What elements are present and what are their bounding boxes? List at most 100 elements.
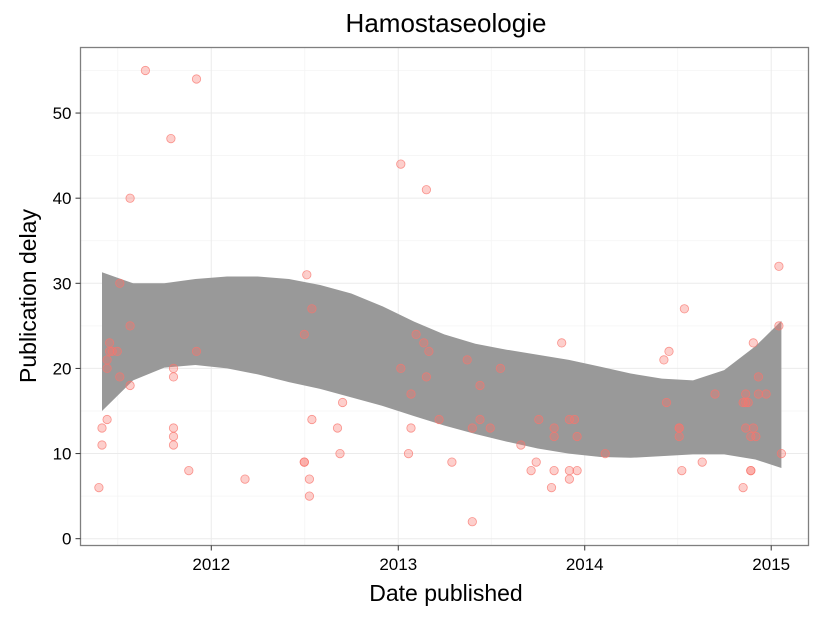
- data-point: [403, 448, 414, 459]
- data-point: [191, 346, 202, 356]
- data-point: [396, 363, 406, 373]
- data-point: [125, 321, 135, 331]
- data-point: [421, 372, 431, 382]
- data-point: [774, 321, 784, 331]
- data-point: [600, 448, 610, 459]
- x-axis-title: Date published: [369, 580, 522, 606]
- data-point: [475, 380, 485, 391]
- data-point: [304, 474, 314, 484]
- confidence-band: [102, 272, 782, 468]
- data-point: [105, 338, 115, 348]
- y-axis-ticks: 0 10 20 30 40 50: [53, 104, 81, 549]
- data-point: [102, 414, 112, 425]
- data-point: [485, 423, 495, 433]
- data-point: [526, 465, 536, 476]
- data-point: [115, 278, 125, 288]
- y-tick-label: 30: [53, 274, 72, 293]
- y-tick-label: 20: [53, 359, 72, 378]
- data-point: [140, 65, 150, 76]
- data-point: [679, 304, 690, 314]
- x-tick-label: 2014: [566, 555, 604, 574]
- data-point: [743, 397, 753, 408]
- data-point: [774, 261, 784, 271]
- data-point: [534, 414, 544, 425]
- data-point: [168, 440, 179, 450]
- data-point: [411, 329, 421, 339]
- data-point: [746, 465, 756, 476]
- data-points: [94, 65, 787, 527]
- data-point: [168, 363, 179, 373]
- data-point: [406, 389, 416, 399]
- data-point: [125, 193, 135, 203]
- y-tick-label: 50: [53, 104, 72, 123]
- data-point: [564, 474, 575, 484]
- y-tick-label: 40: [53, 189, 72, 208]
- data-point: [738, 397, 748, 408]
- data-point: [107, 346, 117, 356]
- data-point: [753, 372, 764, 382]
- data-point: [166, 134, 176, 144]
- data-point: [741, 397, 751, 408]
- data-point: [677, 465, 687, 476]
- data-point: [115, 372, 125, 382]
- data-point: [495, 363, 505, 373]
- data-point: [97, 440, 107, 450]
- data-point: [302, 270, 312, 280]
- data-point: [337, 397, 348, 408]
- data-point: [447, 457, 457, 467]
- y-tick-label: 10: [53, 445, 72, 464]
- data-point: [94, 482, 104, 493]
- data-point: [184, 465, 194, 476]
- data-point: [776, 448, 787, 459]
- data-point: [569, 414, 580, 425]
- data-point: [564, 465, 575, 476]
- y-tick-label: 0: [62, 530, 71, 549]
- data-point: [332, 423, 343, 433]
- data-point: [168, 431, 179, 442]
- data-point: [307, 414, 317, 425]
- data-point: [741, 423, 751, 433]
- data-point: [664, 346, 674, 356]
- data-point: [674, 431, 684, 442]
- data-point: [97, 423, 107, 433]
- data-point: [125, 380, 135, 391]
- x-tick-label: 2012: [192, 555, 230, 574]
- data-point: [697, 457, 707, 467]
- data-point: [102, 355, 112, 365]
- data-point: [299, 457, 309, 467]
- data-point: [751, 431, 761, 442]
- data-point: [168, 423, 179, 433]
- data-point: [746, 431, 756, 442]
- data-point: [102, 363, 112, 373]
- data-point: [738, 482, 748, 493]
- data-point: [572, 431, 582, 442]
- data-point: [467, 423, 477, 433]
- x-tick-label: 2013: [379, 555, 417, 574]
- data-point: [335, 448, 345, 459]
- data-point: [546, 482, 557, 493]
- data-point: [748, 338, 758, 348]
- y-axis-title: Publication delay: [15, 209, 41, 383]
- data-point: [168, 372, 179, 382]
- data-point: [421, 185, 431, 195]
- data-point: [424, 346, 434, 356]
- data-point: [396, 159, 406, 169]
- data-point: [531, 457, 541, 467]
- x-tick-label: 2015: [752, 555, 790, 574]
- data-point: [112, 346, 122, 356]
- data-point: [462, 355, 472, 365]
- data-point: [299, 329, 309, 339]
- data-point: [307, 304, 317, 314]
- data-point: [406, 423, 416, 433]
- data-point: [549, 465, 559, 476]
- data-point: [753, 389, 764, 399]
- data-point: [475, 414, 485, 425]
- data-point: [710, 389, 720, 399]
- data-point: [434, 414, 444, 425]
- data-point: [557, 338, 567, 348]
- data-point: [661, 397, 672, 408]
- data-point: [240, 474, 250, 484]
- data-point: [191, 74, 202, 84]
- data-point: [304, 491, 314, 501]
